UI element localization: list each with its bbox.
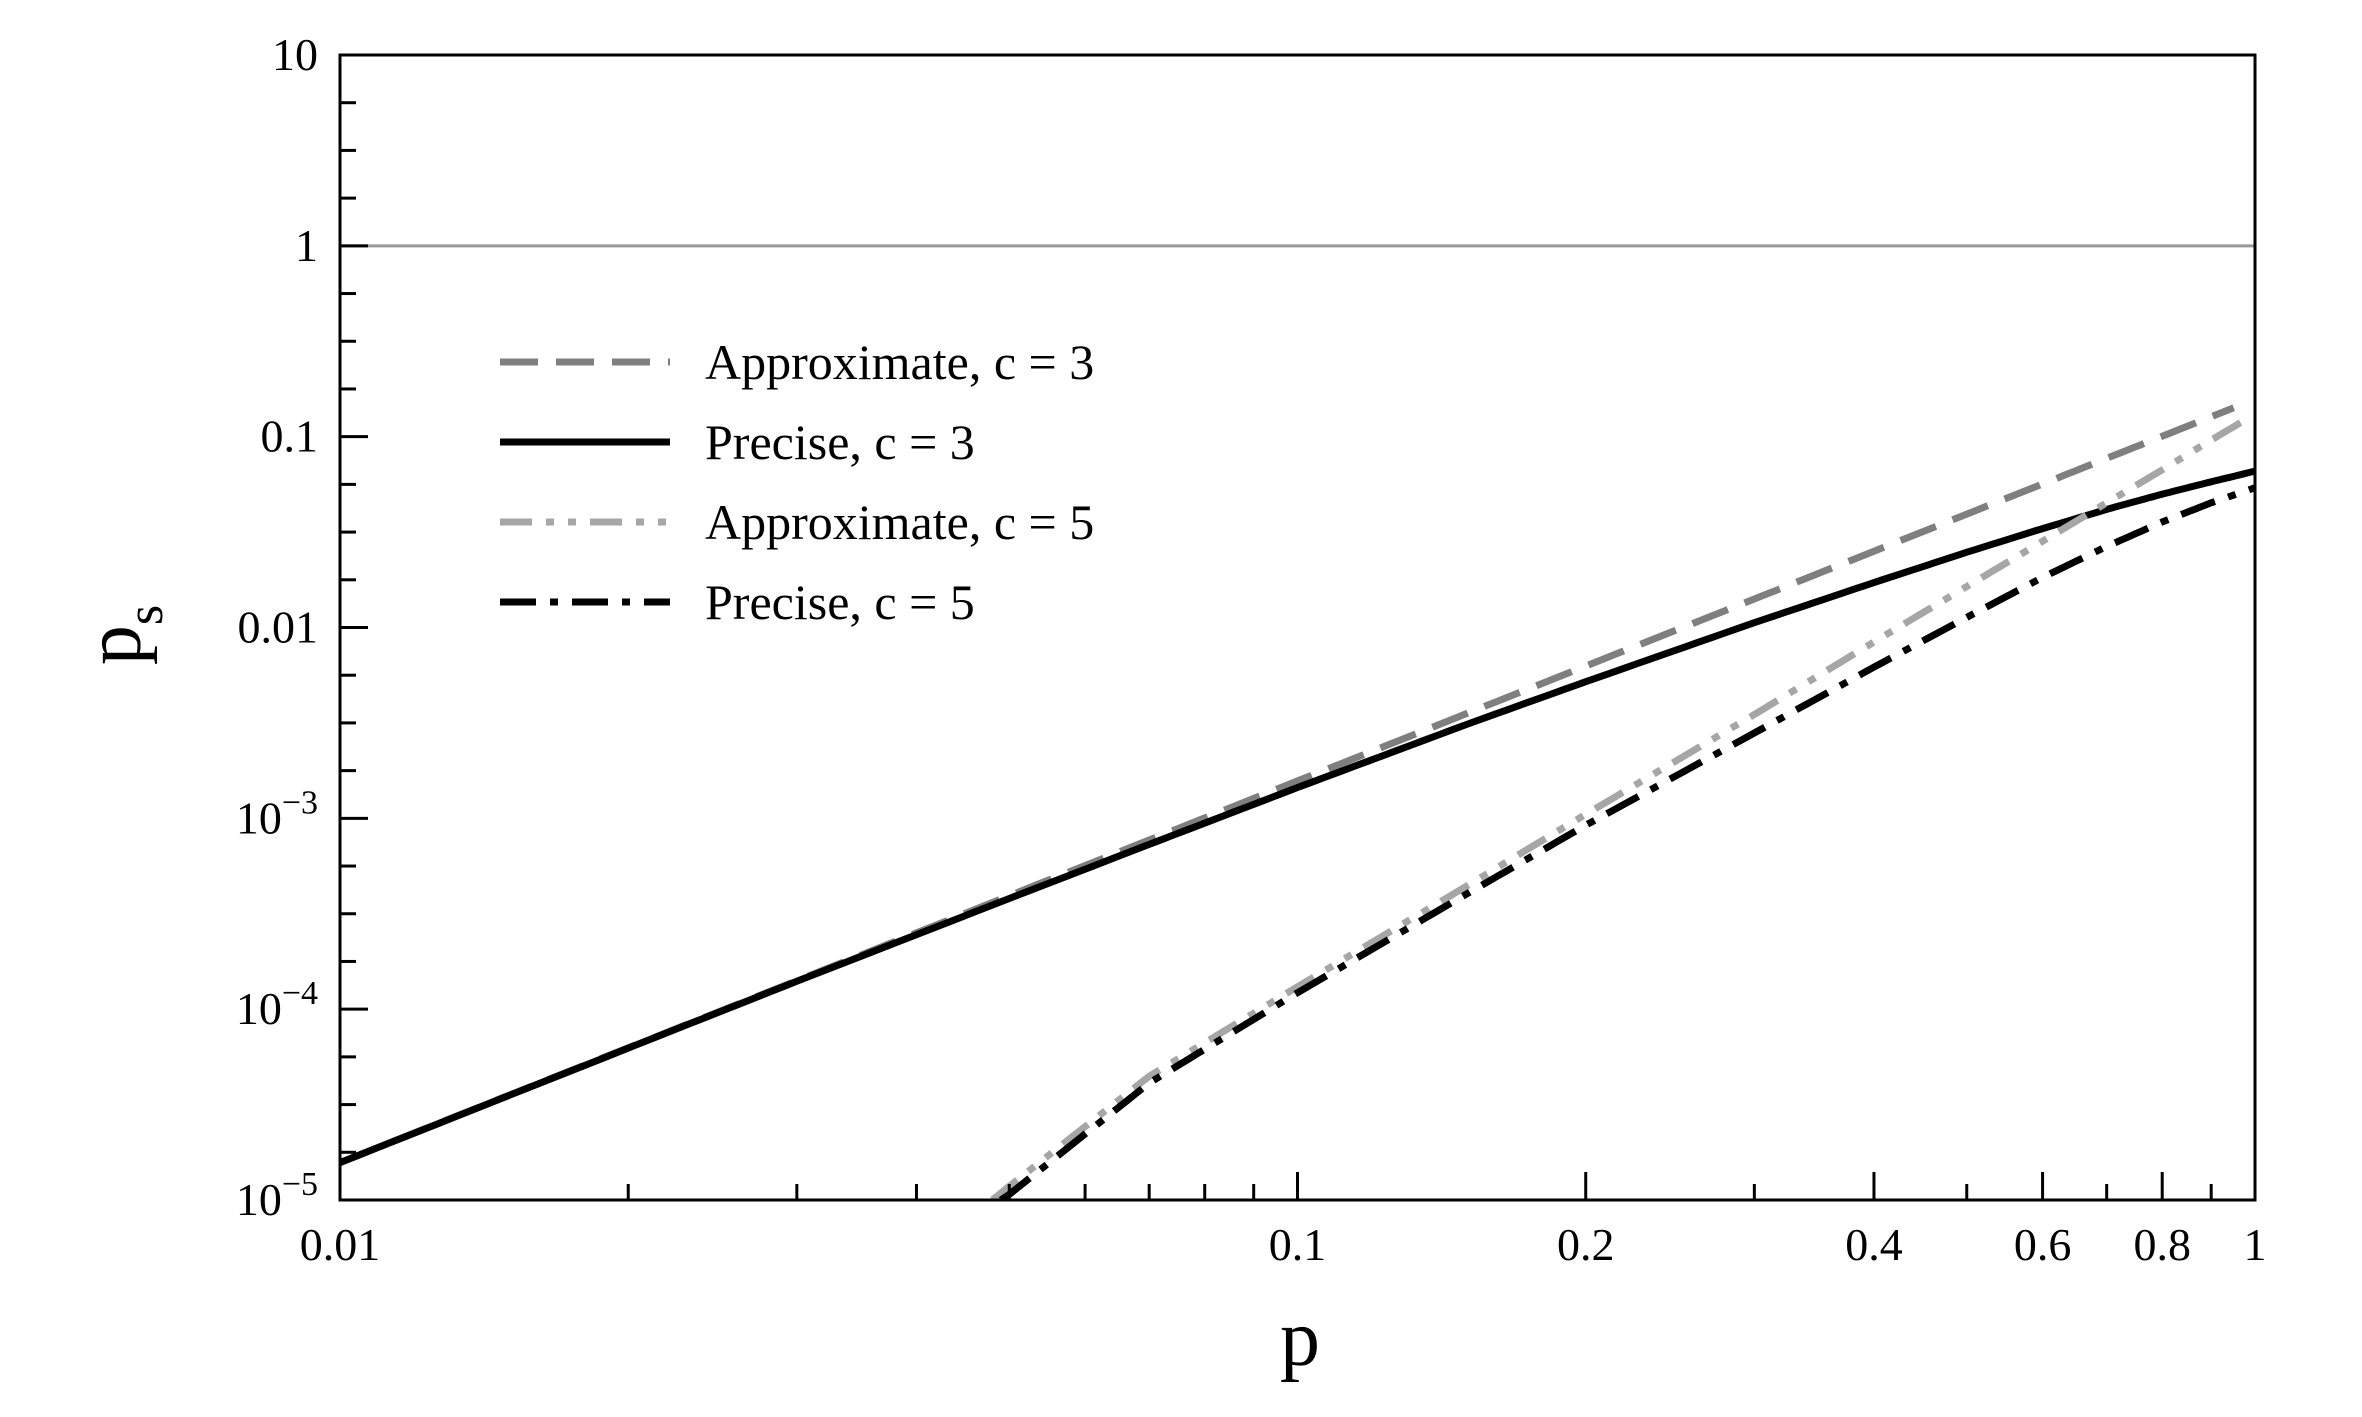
y-tick-label: 10 bbox=[272, 29, 318, 80]
y-axis-title-subscript: s bbox=[117, 605, 174, 625]
y-tick-label: 10−4 bbox=[236, 975, 318, 1034]
legend-label: Precise, c = 3 bbox=[705, 414, 975, 470]
x-tick-label: 0.01 bbox=[300, 1219, 381, 1270]
y-tick-label: 10−5 bbox=[236, 1166, 318, 1225]
series-line-3 bbox=[990, 418, 2245, 1200]
x-tick-label: 0.2 bbox=[1557, 1219, 1615, 1270]
series-line-1 bbox=[340, 404, 2235, 1166]
x-axis-title: p bbox=[1280, 1295, 1320, 1383]
y-axis-title: ps bbox=[70, 605, 174, 665]
plot-frame bbox=[338, 53, 2257, 1202]
series-line-2 bbox=[340, 467, 2255, 1166]
y-axis-title-main: p bbox=[70, 625, 158, 665]
x-tick-label: 0.1 bbox=[1269, 1219, 1327, 1270]
x-axis: 0.01 0.1 0.2 0.4 0.6 0.8 1 bbox=[300, 1172, 2267, 1270]
legend: Approximate, c = 3 Precise, c = 3 Approxim… bbox=[500, 334, 1094, 630]
y-tick-label: 1 bbox=[295, 220, 318, 271]
x-tick-label: 0.8 bbox=[2133, 1219, 2191, 1270]
legend-label: Approximate, c = 5 bbox=[705, 494, 1094, 550]
series-line-4 bbox=[998, 484, 2255, 1200]
plot-area bbox=[340, 244, 2255, 1200]
legend-label: Precise, c = 5 bbox=[705, 574, 975, 630]
legend-label: Approximate, c = 3 bbox=[705, 334, 1094, 390]
y-tick-label: 10−3 bbox=[236, 784, 318, 843]
x-tick-label: 0.6 bbox=[2014, 1219, 2072, 1270]
y-tick-label: 0.1 bbox=[261, 411, 319, 462]
y-tick-label: 0.01 bbox=[238, 602, 319, 653]
x-tick-label: 0.4 bbox=[1845, 1219, 1903, 1270]
y-axis: 10−5 10−4 10−3 0.01 0.1 1 10 bbox=[236, 29, 368, 1225]
x-tick-label: 1 bbox=[2244, 1219, 2267, 1270]
